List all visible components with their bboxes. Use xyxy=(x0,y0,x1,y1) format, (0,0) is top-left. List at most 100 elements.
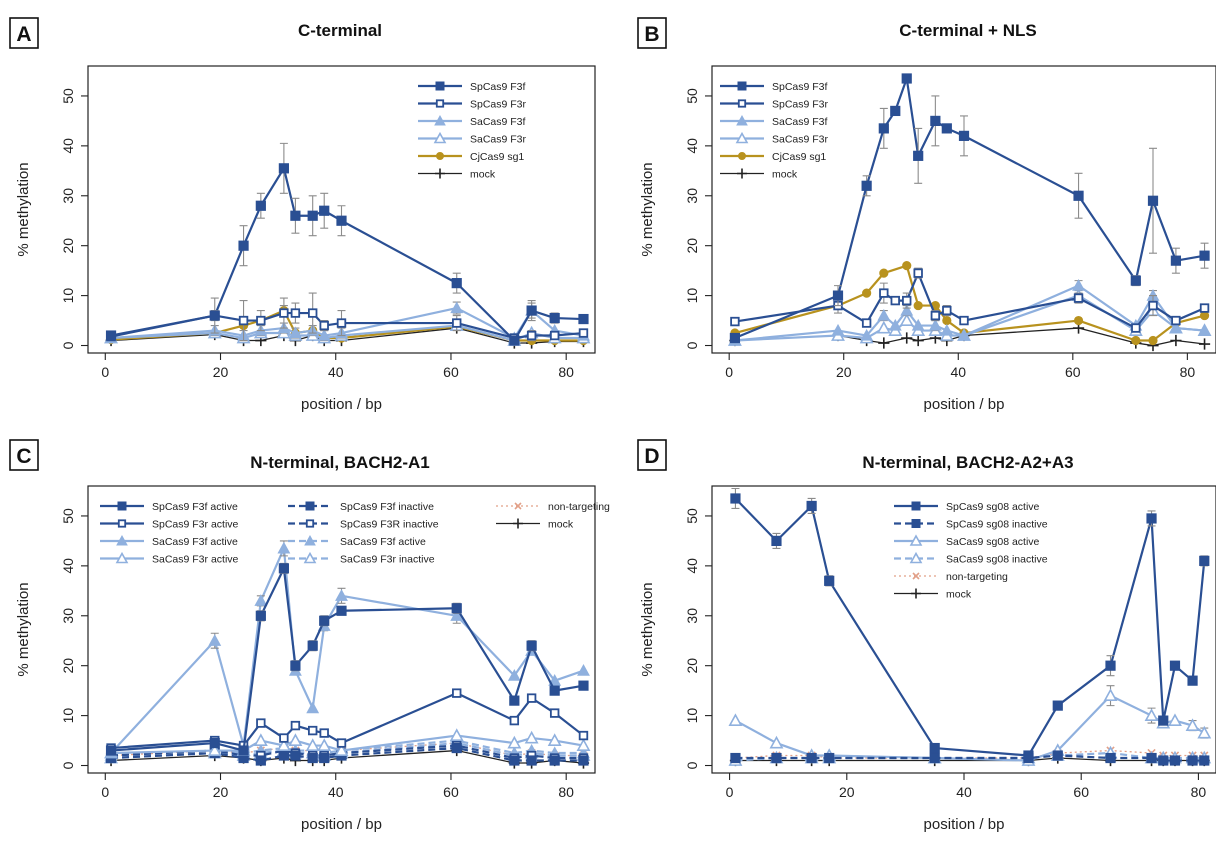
panel-letter-box xyxy=(637,439,667,471)
x-tick-label: 0 xyxy=(101,364,109,380)
data-point xyxy=(900,303,914,316)
x-axis-label: position / bp xyxy=(301,816,382,833)
legend-item: mock xyxy=(894,588,972,601)
x-tick-label: 20 xyxy=(836,364,852,380)
legend-label: mock xyxy=(548,519,574,531)
data-point xyxy=(449,728,464,741)
data-point xyxy=(255,610,266,621)
data-point xyxy=(117,501,127,511)
data-point xyxy=(307,752,318,764)
data-point xyxy=(451,603,462,614)
plot-frame xyxy=(87,485,596,774)
data-point xyxy=(116,534,128,546)
data-point xyxy=(879,268,889,278)
data-point xyxy=(771,752,782,764)
legend: SpCas9 F3f active SpCas9 F3r active SaCas9… xyxy=(100,501,610,566)
data-point xyxy=(115,551,129,564)
data-point xyxy=(452,688,462,698)
legend-item: non-targeting xyxy=(496,501,610,513)
data-point xyxy=(911,318,925,331)
data-point xyxy=(514,502,522,510)
data-point xyxy=(929,742,940,754)
legend-label: SpCas9 F3f xyxy=(470,81,526,93)
legend-label: mock xyxy=(470,169,496,181)
data-point xyxy=(1148,300,1158,311)
x-tick-label: 60 xyxy=(1073,784,1089,800)
data-point xyxy=(450,301,464,314)
data-point xyxy=(913,300,923,311)
y-tick-label: 50 xyxy=(60,508,76,524)
data-point xyxy=(878,337,890,349)
data-point xyxy=(1169,660,1181,671)
legend-item: SpCas9 F3f xyxy=(720,81,828,93)
chart-title: N-terminal, BACH2-A1 xyxy=(250,453,429,472)
data-point xyxy=(909,551,923,564)
y-tick-label: 50 xyxy=(60,88,76,104)
panel-letter-box xyxy=(9,439,39,471)
legend-label: SpCas9 F3f active xyxy=(152,501,238,513)
data-point xyxy=(578,680,589,691)
data-point xyxy=(336,318,347,328)
legend-item: SpCas9 F3r xyxy=(720,99,829,111)
data-point xyxy=(959,315,969,326)
data-point xyxy=(879,288,889,298)
y-tick-label: 30 xyxy=(684,608,700,624)
legend-label: SaCas9 F3f active xyxy=(152,536,238,548)
data-point xyxy=(1146,752,1157,764)
data-point xyxy=(902,261,912,271)
data-point xyxy=(737,81,747,91)
y-tick-label: 20 xyxy=(684,238,700,254)
data-point xyxy=(578,730,589,741)
chart-panel-b: B C-terminal + NLS 0 20 40 60 80 0 10 20 30 40 50 pos… xyxy=(637,17,1216,413)
data-point xyxy=(255,755,266,766)
legend-label: SaCas9 sg08 active xyxy=(946,536,1040,548)
legend: SpCas9 F3f SpCas9 F3r SaCas9 F3f SaCas9 F3r… xyxy=(720,81,829,181)
data-point xyxy=(549,330,560,341)
data-point xyxy=(526,755,537,766)
data-point xyxy=(524,730,539,744)
legend-item: SaCas9 sg08 active xyxy=(894,534,1040,548)
legend-label: SpCas9 F3f inactive xyxy=(340,501,434,513)
data-point xyxy=(278,163,289,174)
data-point xyxy=(890,105,901,117)
data-point xyxy=(942,305,952,316)
data-point xyxy=(290,210,301,221)
legend-label: SaCas9 F3r inactive xyxy=(340,554,435,566)
data-point xyxy=(278,750,289,761)
data-point xyxy=(238,315,249,326)
data-point xyxy=(255,200,266,211)
legend-item: SpCas9 F3f inactive xyxy=(288,501,434,513)
legend-item: mock xyxy=(418,168,496,181)
x-tick-label: 0 xyxy=(726,784,734,800)
legend-item: CjCas9 sg1 xyxy=(720,151,826,163)
legend-item: SaCas9 F3f xyxy=(418,114,526,128)
data-point xyxy=(1023,750,1034,761)
data-point xyxy=(1105,752,1116,764)
y-tick-label: 20 xyxy=(60,238,76,254)
data-point xyxy=(913,268,923,278)
x-axis-label: position / bp xyxy=(301,396,382,413)
data-point xyxy=(105,330,117,341)
legend-label: SpCas9 F3R inactive xyxy=(340,519,439,531)
data-point xyxy=(1103,688,1118,702)
y-tick-label: 0 xyxy=(60,761,76,769)
data-point xyxy=(1187,755,1198,766)
data-point xyxy=(256,718,266,728)
legend-label: SaCas9 F3f active xyxy=(340,536,426,548)
data-point xyxy=(290,308,301,318)
data-point xyxy=(209,737,220,749)
legend-item: non-targeting xyxy=(894,571,1008,583)
y-axis-label: % methylation xyxy=(15,162,32,256)
data-point xyxy=(1199,555,1210,566)
data-point xyxy=(549,708,560,718)
panel-letter: C xyxy=(16,445,31,468)
data-point xyxy=(1158,715,1169,726)
data-point xyxy=(1199,755,1210,766)
legend-label: SpCas9 sg08 active xyxy=(946,501,1040,513)
data-point xyxy=(1185,718,1200,731)
data-point xyxy=(317,738,332,751)
chart-panel-a: A C-terminal 0 20 40 60 80 0 10 20 30 40 50 position … xyxy=(9,17,596,413)
legend-item: mock xyxy=(720,168,798,181)
series-sacas9-sg08-active xyxy=(728,685,1212,766)
legend-label: mock xyxy=(772,169,798,181)
